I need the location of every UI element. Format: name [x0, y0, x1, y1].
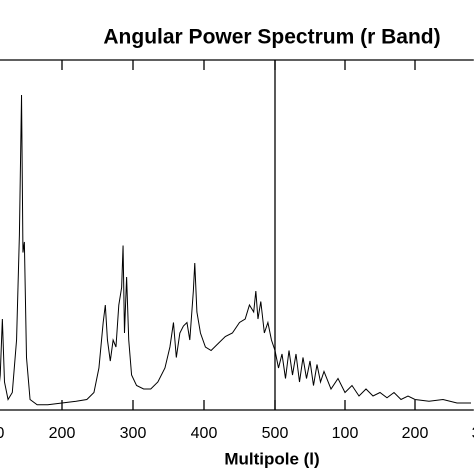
x-axis-label: Multipole (l) [224, 449, 319, 468]
x-tick-label: 100 [332, 425, 359, 442]
x-tick-label: 500 [262, 425, 289, 442]
x-tick-label: 300 [120, 425, 147, 442]
x-tick-label: 400 [191, 425, 218, 442]
chart-title: Angular Power Spectrum (r Band) [103, 26, 440, 49]
spectrum-line [0, 94, 276, 406]
x-tick-label: 200 [49, 425, 76, 442]
x-tick-label: 200 [402, 425, 429, 442]
x-tick-label: 100 [0, 425, 4, 442]
x-tick-label: 300 [472, 425, 474, 442]
spectrum-line [274, 350, 471, 404]
